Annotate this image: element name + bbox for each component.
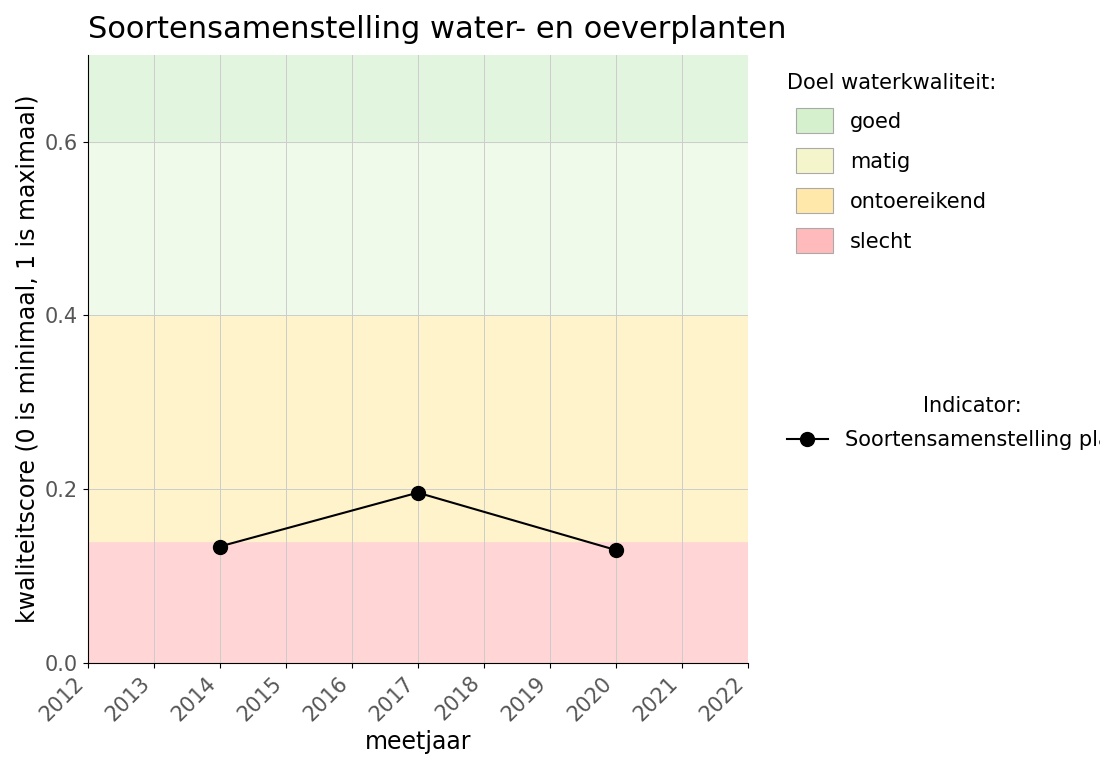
Bar bbox=[88, 142, 748, 315]
Bar bbox=[88, 315, 748, 541]
Y-axis label: kwaliteitscore (0 is minimaal, 1 is maximaal): kwaliteitscore (0 is minimaal, 1 is maxi… bbox=[15, 94, 39, 623]
Legend: Soortensamenstelling planten: Soortensamenstelling planten bbox=[778, 388, 1100, 459]
Bar bbox=[88, 541, 748, 663]
Text: Soortensamenstelling water- en oeverplanten: Soortensamenstelling water- en oeverplan… bbox=[88, 15, 786, 44]
X-axis label: meetjaar: meetjaar bbox=[364, 730, 471, 754]
Bar bbox=[88, 55, 748, 142]
